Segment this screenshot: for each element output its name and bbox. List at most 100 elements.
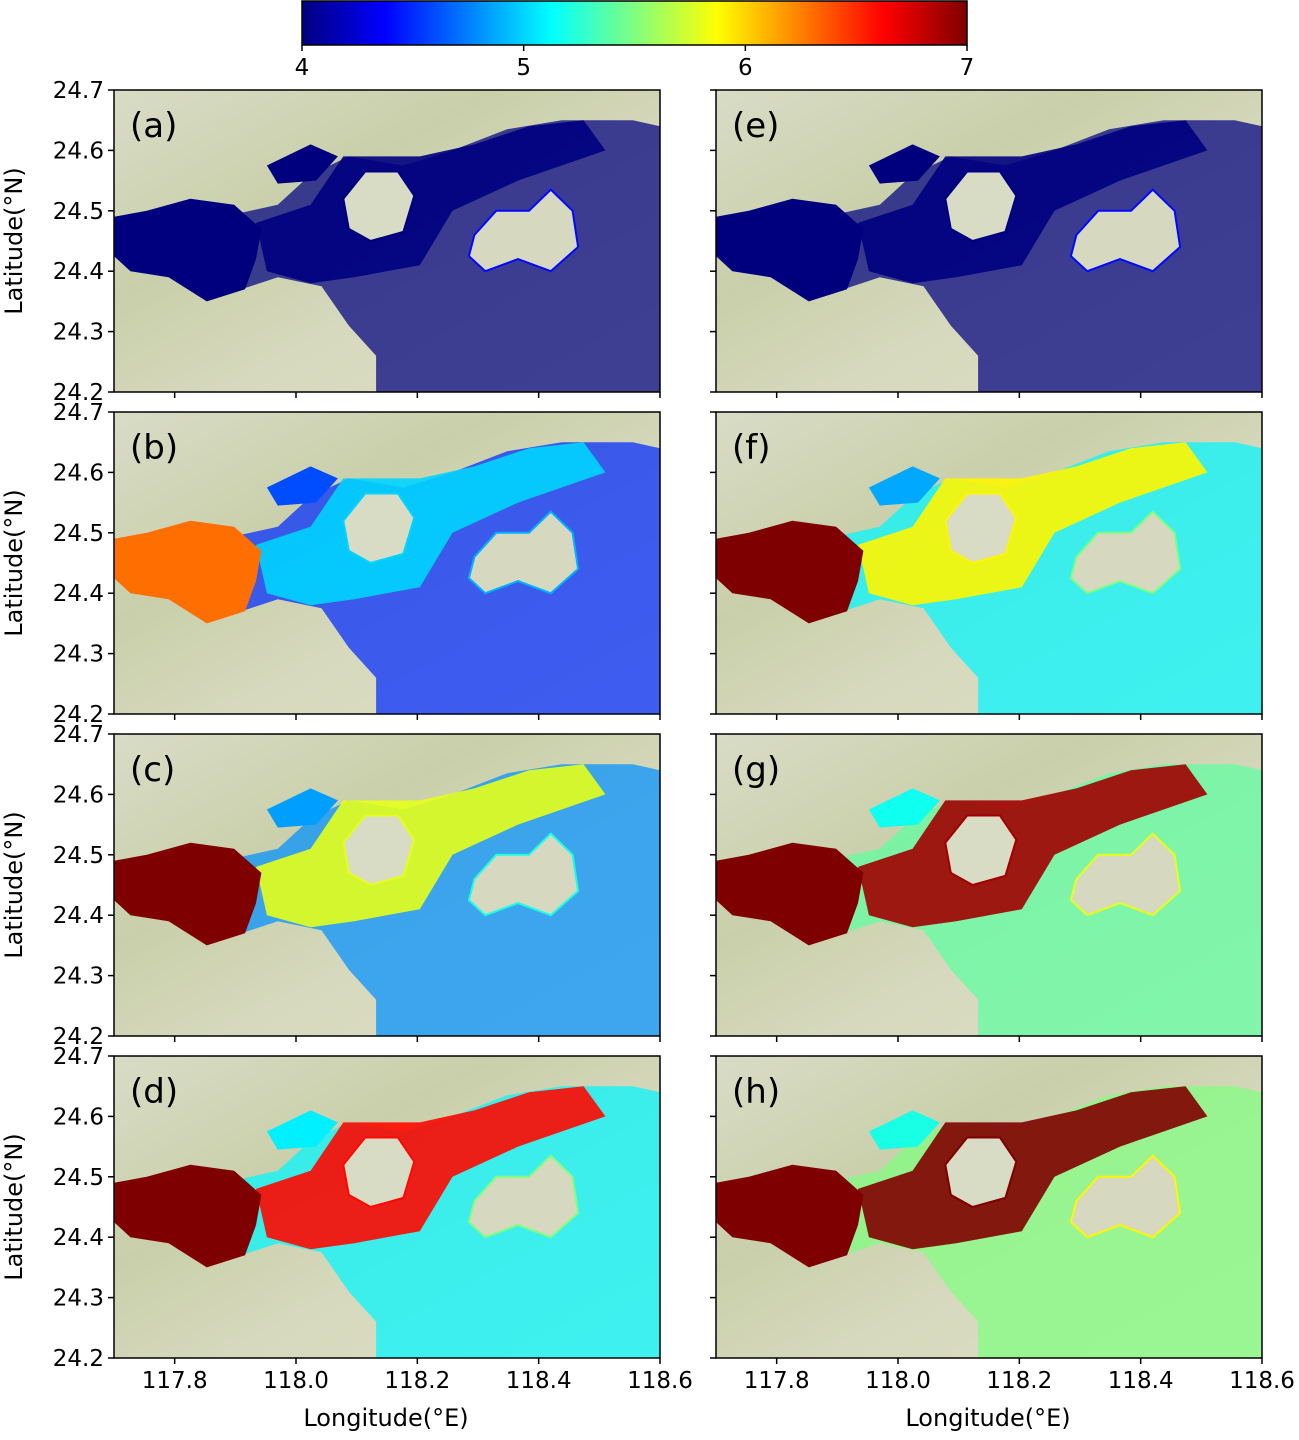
island bbox=[342, 170, 416, 243]
north-bay-field bbox=[266, 466, 338, 506]
y-tick-label: 24.2 bbox=[53, 1346, 104, 1372]
bay-field bbox=[858, 442, 1208, 606]
north-bay-field bbox=[266, 1110, 338, 1150]
north-bay-field bbox=[868, 466, 940, 506]
x-tick-label: 118.0 bbox=[263, 1368, 329, 1394]
axis-labels: Longitude(°E) Longitude(°E) bbox=[303, 1404, 1070, 1432]
y-tick-label: 24.4 bbox=[53, 903, 104, 929]
x-axis-label-right: Longitude(°E) bbox=[905, 1404, 1070, 1432]
north-bay-field bbox=[266, 788, 338, 828]
panel-frame bbox=[113, 411, 661, 715]
island bbox=[1069, 188, 1182, 273]
map-panel: (b) 24.2 24.3 24.4 24.5 24.6 24.7 Latitude(°N) bbox=[0, 400, 661, 728]
north-bay-field bbox=[868, 1110, 940, 1150]
y-tick-label: 24.7 bbox=[53, 1044, 104, 1070]
y-tick-label: 24.3 bbox=[53, 642, 104, 668]
panel-label: (h) bbox=[732, 1072, 780, 1112]
y-tick-label: 24.3 bbox=[53, 964, 104, 990]
y-tick-label: 24.6 bbox=[53, 460, 104, 486]
y-tick-label: 24.7 bbox=[53, 78, 104, 104]
y-tick-label: 24.5 bbox=[53, 843, 104, 869]
colorbar-tick-label: 4 bbox=[295, 55, 310, 81]
panel-label: (b) bbox=[130, 428, 178, 468]
x-tick-label: 118.4 bbox=[1108, 1368, 1174, 1394]
bay-field bbox=[256, 764, 606, 928]
map-panel: (e) bbox=[710, 89, 1263, 398]
x-tick-label: 117.8 bbox=[142, 1368, 208, 1394]
bay-field bbox=[858, 764, 1208, 928]
x-tick-label: 118.4 bbox=[506, 1368, 572, 1394]
island bbox=[467, 510, 580, 595]
map-panel: (g) bbox=[710, 733, 1263, 1042]
y-tick-label: 24.6 bbox=[53, 782, 104, 808]
y-tick-label: 24.3 bbox=[53, 320, 104, 346]
bay-field bbox=[256, 1086, 606, 1250]
estuary-field bbox=[716, 1164, 864, 1268]
estuary-field bbox=[716, 842, 864, 946]
y-tick-label: 24.2 bbox=[53, 1024, 104, 1050]
y-tick-label: 24.5 bbox=[53, 1165, 104, 1191]
bay-field bbox=[256, 120, 606, 284]
y-tick-label: 24.2 bbox=[53, 380, 104, 406]
y-tick-label: 24.6 bbox=[53, 138, 104, 164]
y-tick-label: 24.7 bbox=[53, 400, 104, 426]
island bbox=[342, 492, 416, 565]
bay-field bbox=[858, 1086, 1208, 1250]
panel-frame bbox=[715, 1055, 1263, 1359]
map-panels: (a)24.224.324.424.524.624.7Latitude(°N)(… bbox=[0, 78, 1295, 1394]
colorbar-tick-label: 7 bbox=[960, 55, 975, 81]
estuary-field bbox=[114, 520, 262, 624]
panel-label: (g) bbox=[732, 750, 780, 790]
colorbar-bar bbox=[301, 0, 968, 46]
estuary-field bbox=[716, 520, 864, 624]
estuary-field bbox=[114, 842, 262, 946]
map-panel: (a) 24.2 24.3 24.4 24.5 24.6 24.7 Latitude(°N) bbox=[0, 78, 661, 406]
bay-field bbox=[256, 442, 606, 606]
x-tick-label: 117.8 bbox=[744, 1368, 810, 1394]
y-axis-label: Latitude(°N) bbox=[0, 811, 28, 958]
island bbox=[467, 188, 580, 273]
x-tick-label: 118.2 bbox=[384, 1368, 450, 1394]
colorbar-tick-label: 6 bbox=[738, 55, 753, 81]
y-axis-label: Latitude(°N) bbox=[0, 167, 28, 314]
panel-frame bbox=[715, 89, 1263, 393]
island bbox=[342, 814, 416, 887]
map-panel: (f) bbox=[710, 411, 1263, 720]
island bbox=[467, 1154, 580, 1239]
y-tick-label: 24.4 bbox=[53, 259, 104, 285]
island bbox=[467, 832, 580, 917]
north-bay-field bbox=[266, 144, 338, 184]
panel-frame bbox=[715, 411, 1263, 715]
y-tick-label: 24.5 bbox=[53, 521, 104, 547]
island bbox=[944, 492, 1018, 565]
north-bay-field bbox=[868, 144, 940, 184]
x-axis-label-left: Longitude(°E) bbox=[303, 1404, 468, 1432]
panel-label: (f) bbox=[732, 428, 771, 468]
island bbox=[1069, 1154, 1182, 1239]
island bbox=[944, 814, 1018, 887]
x-tick-label: 118.6 bbox=[627, 1368, 693, 1394]
y-tick-label: 24.6 bbox=[53, 1104, 104, 1130]
map-panel: (h) 117.8 118.0 118.2 118.4 118.6 bbox=[710, 1055, 1295, 1394]
map-panel: (c) 24.2 24.3 24.4 24.5 24.6 24.7 Latitude(°N) bbox=[0, 722, 661, 1050]
bay-field bbox=[858, 120, 1208, 284]
north-bay-field bbox=[868, 788, 940, 828]
estuary-field bbox=[114, 198, 262, 302]
map-panel: (d) 24.2 24.3 24.4 24.5 24.6 24.7 117.8 118.0 118… bbox=[0, 1044, 693, 1394]
estuary-field bbox=[114, 1164, 262, 1268]
island bbox=[944, 170, 1018, 243]
y-axis-label: Latitude(°N) bbox=[0, 1133, 28, 1280]
y-axis-label: Latitude(°N) bbox=[0, 489, 28, 636]
island bbox=[1069, 832, 1182, 917]
x-tick-label: 118.6 bbox=[1229, 1368, 1295, 1394]
y-tick-label: 24.2 bbox=[53, 702, 104, 728]
panel-frame bbox=[715, 733, 1263, 1037]
island bbox=[342, 1136, 416, 1209]
colorbar: 4 5 6 7 bbox=[295, 0, 975, 81]
island bbox=[944, 1136, 1018, 1209]
y-tick-label: 24.7 bbox=[53, 722, 104, 748]
island bbox=[1069, 510, 1182, 595]
y-tick-label: 24.4 bbox=[53, 581, 104, 607]
panel-frame bbox=[113, 1055, 661, 1359]
